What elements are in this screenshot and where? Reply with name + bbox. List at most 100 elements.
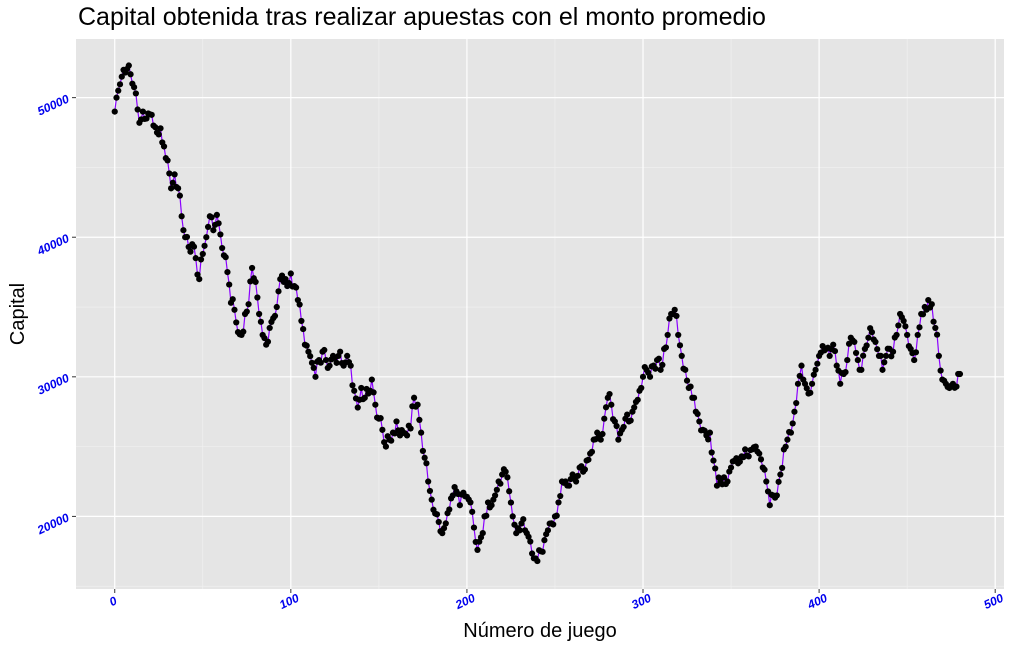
data-point — [573, 478, 580, 485]
data-point — [844, 356, 851, 364]
data-point — [271, 312, 279, 320]
data-point — [308, 359, 316, 366]
data-point — [833, 362, 840, 369]
data-point — [196, 276, 203, 283]
data-point — [555, 499, 562, 506]
data-point — [134, 106, 141, 113]
data-point — [889, 348, 897, 355]
data-point — [588, 448, 596, 455]
data-point — [893, 331, 900, 339]
data-point — [273, 303, 280, 311]
data-point — [911, 356, 918, 364]
data-point — [727, 464, 735, 471]
data-point — [190, 243, 198, 250]
data-point — [419, 447, 426, 455]
data-point — [858, 366, 865, 373]
data-point — [208, 214, 215, 221]
data-point — [520, 516, 527, 523]
data-point — [574, 472, 581, 479]
data-point — [169, 179, 176, 186]
data-point — [203, 234, 210, 241]
data-point — [928, 301, 935, 308]
data-point — [752, 443, 759, 450]
data-point — [953, 383, 960, 390]
data-point — [403, 432, 411, 439]
grid-minor — [76, 39, 1004, 589]
data-point — [639, 373, 647, 380]
data-point — [701, 427, 708, 434]
x-tick-label: 100 — [277, 591, 301, 612]
data-point — [638, 384, 645, 392]
data-point — [854, 356, 861, 364]
data-point — [428, 496, 435, 503]
data-point — [303, 342, 310, 349]
data-point — [361, 394, 368, 401]
x-tick-label: 400 — [804, 591, 829, 613]
data-point — [382, 443, 390, 450]
data-point — [932, 324, 939, 332]
data-point — [226, 281, 233, 288]
data-point — [516, 527, 523, 534]
data-point — [435, 518, 442, 526]
data-point — [720, 474, 728, 481]
data-point — [440, 525, 448, 532]
data-point — [377, 415, 384, 422]
data-point — [433, 511, 441, 518]
data-point — [488, 502, 495, 509]
data-point — [456, 502, 463, 509]
data-point — [298, 317, 305, 325]
data-point — [310, 364, 317, 371]
data-point — [317, 359, 324, 366]
data-point — [826, 352, 833, 359]
data-point — [659, 361, 666, 369]
data-point — [213, 211, 220, 218]
data-point — [557, 492, 564, 500]
data-point — [708, 449, 715, 456]
data-point — [264, 338, 272, 345]
grid-major — [76, 39, 1004, 589]
data-point — [229, 296, 236, 303]
data-point — [789, 420, 796, 427]
data-point — [528, 550, 536, 557]
data-point — [773, 492, 780, 499]
data-point — [379, 426, 386, 433]
data-point — [933, 331, 941, 338]
data-point — [812, 366, 819, 373]
data-point — [690, 394, 698, 401]
data-point — [565, 482, 573, 489]
data-point — [525, 533, 532, 540]
data-point — [252, 278, 259, 285]
data-point — [777, 471, 784, 478]
data-point — [757, 456, 765, 463]
data-point — [248, 264, 256, 272]
data-point — [307, 353, 314, 360]
data-point — [904, 331, 911, 339]
data-point — [125, 62, 132, 69]
data-point — [127, 71, 134, 78]
data-point — [240, 328, 247, 335]
data-point — [407, 425, 414, 432]
data-point — [115, 87, 122, 94]
data-point — [321, 346, 328, 354]
data-point — [842, 369, 849, 376]
data-point — [243, 308, 250, 315]
data-point — [282, 275, 289, 283]
data-point — [446, 506, 453, 513]
data-point — [793, 399, 800, 407]
data-point — [756, 450, 763, 457]
data-point — [863, 342, 870, 349]
data-point — [449, 492, 456, 499]
data-point — [925, 296, 932, 304]
data-point — [479, 529, 486, 537]
data-point — [155, 131, 162, 138]
data-point — [900, 317, 907, 325]
data-point — [837, 380, 844, 387]
x-tick-label: 500 — [981, 591, 1005, 612]
data-point — [606, 390, 613, 398]
data-point — [233, 319, 240, 326]
data-point — [678, 352, 685, 359]
data-point — [807, 389, 814, 396]
data-point — [599, 430, 606, 438]
data-point — [652, 365, 659, 372]
